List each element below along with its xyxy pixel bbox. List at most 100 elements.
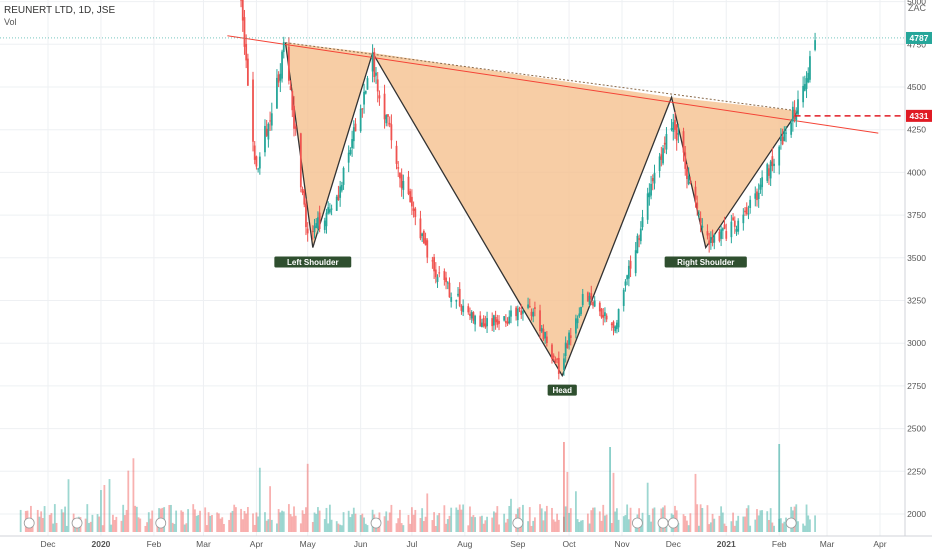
candle-body [781, 136, 784, 145]
candle-body [306, 228, 309, 234]
candle-body [253, 145, 256, 160]
candle-body [593, 300, 596, 307]
price-tick-label: 3500 [907, 253, 926, 263]
symbol-title: REUNERT LTD, 1D, JSE [4, 5, 115, 16]
volume-bar [147, 512, 150, 532]
volume-bar [586, 513, 589, 532]
candle-body [318, 212, 321, 229]
volume-bar [598, 511, 601, 532]
time-tick-label: Dec [666, 539, 682, 549]
candle-body [522, 311, 524, 314]
time-tick-label: Feb [147, 539, 162, 549]
candle-body [790, 122, 793, 135]
volume-bar [294, 515, 297, 532]
volume-bar [569, 508, 572, 532]
candle-body [363, 91, 365, 105]
volume-bar [293, 506, 295, 532]
candle-body [436, 277, 439, 282]
candle-body [482, 318, 485, 326]
volume-bar [311, 521, 314, 532]
volume-bar [204, 507, 207, 532]
volume-bar [65, 525, 68, 532]
volume-bar [472, 515, 475, 532]
candle-body [696, 202, 699, 209]
volume-bar [689, 513, 692, 532]
volume-bar [359, 515, 362, 532]
candle-body [602, 314, 605, 318]
candle-body [340, 184, 343, 191]
candle-body [313, 225, 316, 233]
volume-bar [335, 521, 338, 532]
candle-body [354, 123, 357, 132]
candle-body [614, 326, 617, 332]
volume-bar [498, 524, 500, 532]
volume-bar [279, 512, 282, 532]
volume-bar [339, 524, 342, 532]
candle-body [660, 154, 663, 160]
candle-body [768, 168, 770, 176]
price-tick-label: 4500 [907, 82, 926, 92]
candle-body [795, 115, 798, 121]
volume-bar [542, 520, 545, 532]
volume-bar [151, 510, 154, 532]
candle-body [556, 358, 559, 360]
volume-bar [390, 504, 393, 532]
volume-bar [243, 511, 246, 532]
candle-body [581, 293, 584, 306]
volume-bar [264, 512, 266, 532]
time-tick-label: Apr [250, 539, 263, 549]
volume-bar [482, 523, 485, 532]
candle-body [366, 78, 369, 90]
volume-bar [510, 498, 512, 532]
candle-body [527, 304, 529, 308]
candle-body [410, 196, 413, 207]
candle-body [600, 308, 603, 318]
volume-bar [528, 507, 531, 532]
volume-bar [96, 514, 99, 532]
volume-bar [646, 482, 649, 532]
volume-bar [651, 508, 654, 532]
volume-bar [235, 507, 237, 532]
volume-bar [419, 518, 422, 532]
candle-body [327, 207, 330, 214]
volume-bar [568, 512, 570, 532]
volume-bar [89, 521, 92, 532]
candle-body [364, 90, 367, 94]
volume-bar [544, 511, 547, 532]
volume-bar [684, 516, 687, 532]
volume-bar [258, 467, 261, 532]
volume-bar [122, 504, 125, 532]
volume-bar [540, 508, 543, 532]
candle-body [400, 174, 403, 189]
candle-body [339, 186, 342, 198]
volume-bar [604, 515, 606, 532]
volume-bar [610, 522, 613, 532]
candle-body [291, 90, 294, 111]
candle-body [698, 213, 700, 215]
volume-bar [539, 504, 541, 532]
candle-body [469, 313, 471, 316]
candle-body [530, 311, 533, 316]
volume-bar [580, 520, 582, 532]
volume-bar [52, 523, 55, 532]
volume-bar [593, 507, 596, 532]
volume-bar [387, 520, 389, 532]
volume-bar [650, 521, 652, 532]
volume-bar [53, 504, 56, 532]
level-axis-tag [906, 109, 932, 122]
candle-body [373, 51, 376, 77]
volume-bar [602, 504, 605, 532]
volume-bar [187, 509, 189, 532]
candle-body [265, 128, 268, 136]
volume-bar [267, 519, 270, 532]
volume-bar [397, 518, 400, 532]
volume-bar [718, 515, 721, 532]
candle-body [484, 323, 487, 328]
candle-body [793, 109, 796, 120]
event-marker-icon [155, 517, 167, 529]
volume-bar [185, 523, 188, 532]
volume-bar [616, 508, 618, 532]
volume-bar [629, 507, 632, 532]
event-marker-icon [785, 517, 797, 529]
